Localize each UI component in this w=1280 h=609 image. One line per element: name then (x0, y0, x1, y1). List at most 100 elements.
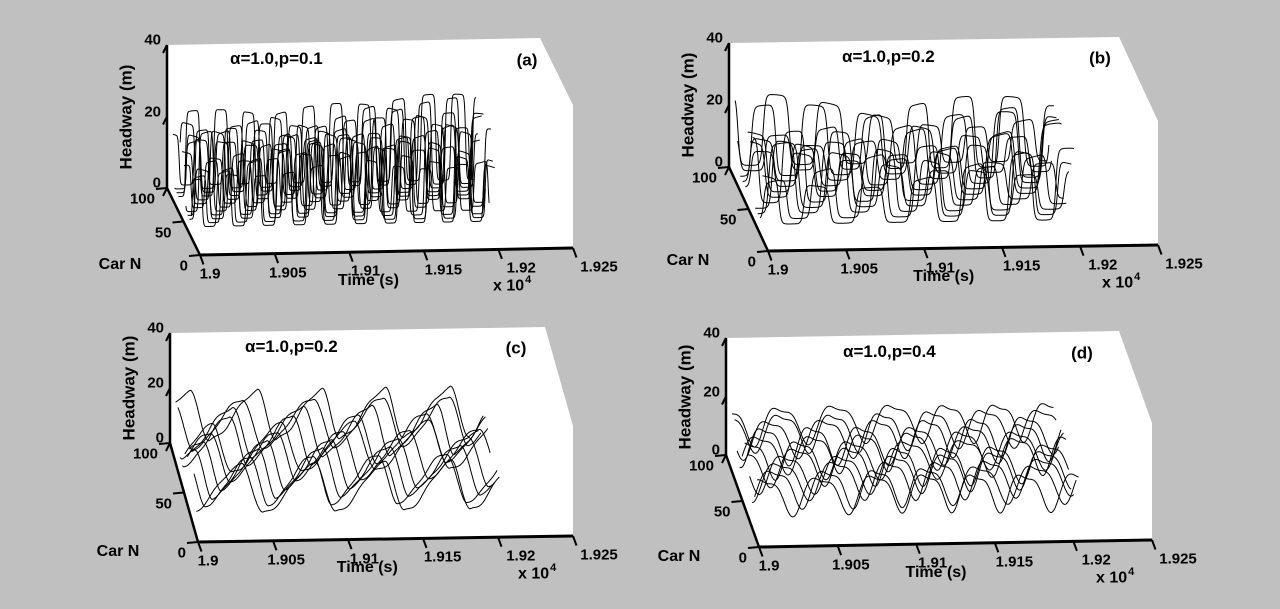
x-tick-label: 1.915 (995, 553, 1034, 571)
x-tick-label: 1.915 (424, 261, 463, 279)
x-tick-label: 1.915 (423, 548, 462, 566)
multiplier-exponent: 4 (1134, 271, 1141, 283)
subplot-letter: (a) (516, 50, 538, 70)
headway-curve (747, 444, 1070, 489)
headway-curve (749, 451, 1072, 496)
y-axis-title: Car N (657, 548, 701, 565)
x-tick (572, 535, 578, 546)
x-tick-label: 1.9 (767, 261, 789, 279)
y-tick-label: 100 (129, 190, 155, 208)
x-tick (758, 546, 764, 557)
multiplier-base: x 10 (493, 277, 525, 295)
x-tick (497, 536, 503, 548)
x-tick (272, 540, 278, 551)
z-tick (721, 396, 727, 405)
z-tick (724, 166, 730, 176)
x-axis-multiplier: x 104 (493, 274, 532, 295)
headway-curve (189, 436, 493, 492)
x-axis-line (197, 534, 574, 544)
y-tick-label: 0 (738, 549, 747, 567)
z-tick-label: 40 (144, 31, 161, 49)
x-tick (1157, 244, 1163, 255)
y-tick-label: 0 (747, 253, 756, 271)
x-tick (767, 250, 773, 261)
y-tick (737, 208, 749, 211)
z-tick-label: 20 (703, 383, 720, 400)
y-tick (731, 500, 743, 503)
multiplier-base: x 10 (1102, 274, 1134, 292)
x-axis-multiplier: x 104 (1102, 271, 1141, 292)
x-tick (993, 542, 1000, 553)
y-tick (756, 250, 769, 253)
x-tick-label: 1.9 (758, 557, 780, 575)
y-tick (172, 220, 184, 224)
z-tick (724, 42, 730, 52)
y-tick-label: 100 (688, 457, 714, 475)
y-tick (747, 546, 760, 549)
x-tick (197, 541, 203, 552)
y-tick (188, 254, 201, 257)
z-tick (165, 442, 171, 452)
x-axis-line (767, 243, 1159, 253)
x-tick-label: 1.905 (840, 260, 878, 278)
x-tick (845, 249, 851, 260)
x-tick-label: 1.925 (580, 546, 618, 564)
y-tick (714, 454, 727, 457)
plot-walls (726, 331, 1152, 547)
x-tick-label: 1.92 (506, 547, 536, 565)
subplot-d (714, 331, 1157, 557)
x-axis-title: Time (s) (913, 268, 975, 286)
x-tick-label: 1.925 (1165, 255, 1203, 273)
headway-curve (193, 137, 495, 227)
y-tick-label: 0 (179, 257, 188, 275)
x-tick (199, 254, 205, 265)
multiplier-exponent: 4 (525, 274, 532, 286)
y-tick (186, 541, 199, 544)
headway-curve (747, 119, 1059, 193)
headway-curve (190, 132, 493, 224)
subplot-a (155, 38, 578, 265)
x-tick (1079, 245, 1085, 257)
y-tick (717, 166, 730, 169)
multiplier-exponent: 4 (1128, 566, 1135, 578)
z-tick (165, 387, 171, 397)
z-tick-label: 20 (147, 374, 164, 392)
x-tick (1151, 539, 1157, 550)
z-axis-title: Headway (m) (116, 64, 136, 169)
x-tick-label: 1.91 (917, 554, 948, 572)
x-tick-label: 1.905 (269, 264, 307, 282)
multiplier-base: x 10 (1096, 569, 1128, 587)
y-axis-title: Car N (96, 543, 140, 560)
headway-curve (191, 445, 496, 500)
headway-curve (184, 419, 489, 473)
z-tick (724, 104, 730, 114)
z-tick-label: 40 (703, 324, 720, 342)
headway-curve (756, 473, 1079, 518)
x-tick (273, 253, 280, 264)
x-tick (915, 543, 921, 555)
z-tick (721, 337, 727, 347)
x-axis-title: Time (s) (337, 271, 399, 289)
headway-curve (759, 144, 1072, 219)
y-tick-label: 100 (691, 169, 717, 187)
headway-curve (754, 465, 1077, 510)
x-tick-label: 1.9 (197, 552, 219, 570)
y-tick (155, 187, 168, 190)
z-tick-label: 40 (147, 319, 164, 337)
headway-curve (189, 127, 491, 220)
subplot-annotation: α=1.0,p=0.2 (842, 47, 935, 66)
x-tick (1001, 247, 1007, 258)
headway-curve (745, 111, 1057, 188)
x-tick-label: 1.91 (349, 550, 379, 568)
z-tick-label: 0 (714, 153, 723, 171)
headway-curve (757, 141, 1070, 215)
y-tick-label: 50 (713, 503, 731, 521)
x-tick-label: 1.92 (506, 259, 536, 277)
y-tick-label: 50 (719, 211, 737, 229)
x-tick-label: 1.915 (1002, 257, 1041, 275)
headway-curve (179, 403, 484, 460)
headway-curve (752, 458, 1074, 504)
subplot-letter: (d) (1071, 343, 1093, 363)
